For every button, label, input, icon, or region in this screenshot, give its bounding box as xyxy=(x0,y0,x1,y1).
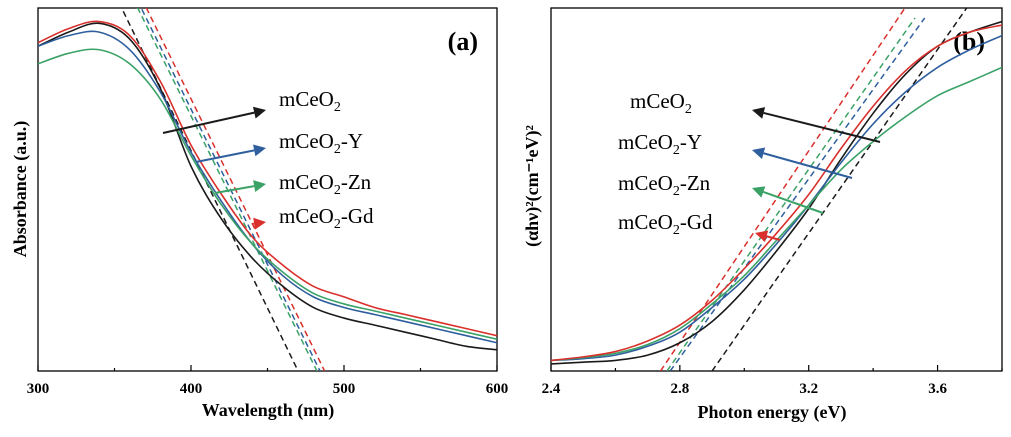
panel-b-x-axis-label: Photon energy (eV) xyxy=(698,402,847,423)
panel-b-legend-arrow-mceo2-gd xyxy=(766,235,781,241)
panel-b-fit-line-mceo2-zn xyxy=(666,17,916,371)
panel-b-legend-arrowhead-mceo2 xyxy=(752,107,766,119)
panel-b-x-tick-label: 3.2 xyxy=(799,381,818,397)
panel-b-legend-label-mceo2: mCeO2 xyxy=(630,89,692,117)
panel-b-legend-label-mceo2-gd: mCeO2-Gd xyxy=(618,210,713,238)
panel-a-plot-area xyxy=(38,8,497,371)
panel-a-legend-label-mceo2-y: mCeO2-Y xyxy=(279,129,363,157)
panel-b-x-tick-label: 3.6 xyxy=(928,381,947,397)
panel-a-series-line-mceo2-gd xyxy=(38,20,497,337)
panel-b-label: (b) xyxy=(953,27,985,56)
panel-b: (αhν)²(cm⁻¹eV)² Photon energy (eV) (b) 2… xyxy=(522,7,1003,423)
panel-a-x-axis-label: Wavelength (nm) xyxy=(202,400,335,421)
panel-b-fit-line-mceo2 xyxy=(711,8,968,371)
panel-a-legend-arrow-mceo2-zn xyxy=(214,185,255,194)
panel-a-x-tick-label: 500 xyxy=(333,381,356,397)
panel-a-legend-arrow-mceo2-y xyxy=(195,149,255,163)
panel-b-series-line-mceo2-zn xyxy=(551,66,1002,362)
panel-b-series-line-mceo2-y xyxy=(551,34,1002,362)
panel-a-x-tick-label: 400 xyxy=(180,381,203,397)
panel-b-legend-label-mceo2-y: mCeO2-Y xyxy=(618,130,702,158)
panel-a-fit-line-mceo2-y xyxy=(140,8,321,371)
panel-a-x-tick-label: 600 xyxy=(486,381,509,397)
panel-b-legend-arrowhead-mceo2-zn xyxy=(752,186,766,198)
panel-b-plot-area xyxy=(551,8,1002,371)
panel-a-y-axis-label: Absorbance (a.u.) xyxy=(10,121,31,258)
panel-a-legend-arrowhead-mceo2-y xyxy=(253,144,266,157)
panel-a-legend-label-mceo2: mCeO2 xyxy=(279,87,341,115)
panel-b-legend-arrow-mceo2 xyxy=(763,111,881,143)
panel-b-fit-line-mceo2-y xyxy=(669,17,926,371)
panel-b-legend-arrow-mceo2-y xyxy=(763,152,853,179)
panel-b-legend-arrowhead-mceo2-gd xyxy=(755,230,769,243)
panel-a: Absorbance (a.u.) Wavelength (nm) (a) 30… xyxy=(10,7,509,421)
panel-b-x-tick-label: 2.4 xyxy=(542,381,561,397)
panel-b-legend-label-mceo2-zn: mCeO2-Zn xyxy=(618,171,711,199)
panel-a-legend-arrowhead-mceo2-zn xyxy=(253,180,266,192)
panel-a-plot-frame xyxy=(37,7,498,372)
panel-a-legend-arrowhead-mceo2-gd xyxy=(253,217,266,230)
panel-a-legend-label-mceo2-gd: mCeO2-Gd xyxy=(279,204,374,232)
panel-b-series-line-mceo2-gd xyxy=(551,24,1002,362)
panel-a-legend-label-mceo2-zn: mCeO2-Zn xyxy=(279,170,372,198)
panel-a-series-line-mceo2 xyxy=(38,22,497,351)
panel-a-label: (a) xyxy=(448,27,478,56)
panel-b-y-axis-label: (αhν)²(cm⁻¹eV)² xyxy=(522,125,543,247)
panel-b-plot-frame xyxy=(550,7,1003,372)
panel-b-legend-arrow-mceo2-zn xyxy=(762,191,824,214)
panel-a-series-line-mceo2-zn xyxy=(38,48,497,341)
panel-a-legend-arrowhead-mceo2 xyxy=(252,106,266,119)
panel-a-fit-line-mceo2-zn xyxy=(136,8,318,371)
panel-a-legend-arrow-mceo2 xyxy=(162,111,255,134)
panel-a-series-line-mceo2-y xyxy=(38,30,497,344)
panel-b-x-tick-label: 2.8 xyxy=(670,381,689,397)
panel-a-x-tick-label: 300 xyxy=(27,381,50,397)
panel-b-legend-arrowhead-mceo2-y xyxy=(752,147,766,160)
